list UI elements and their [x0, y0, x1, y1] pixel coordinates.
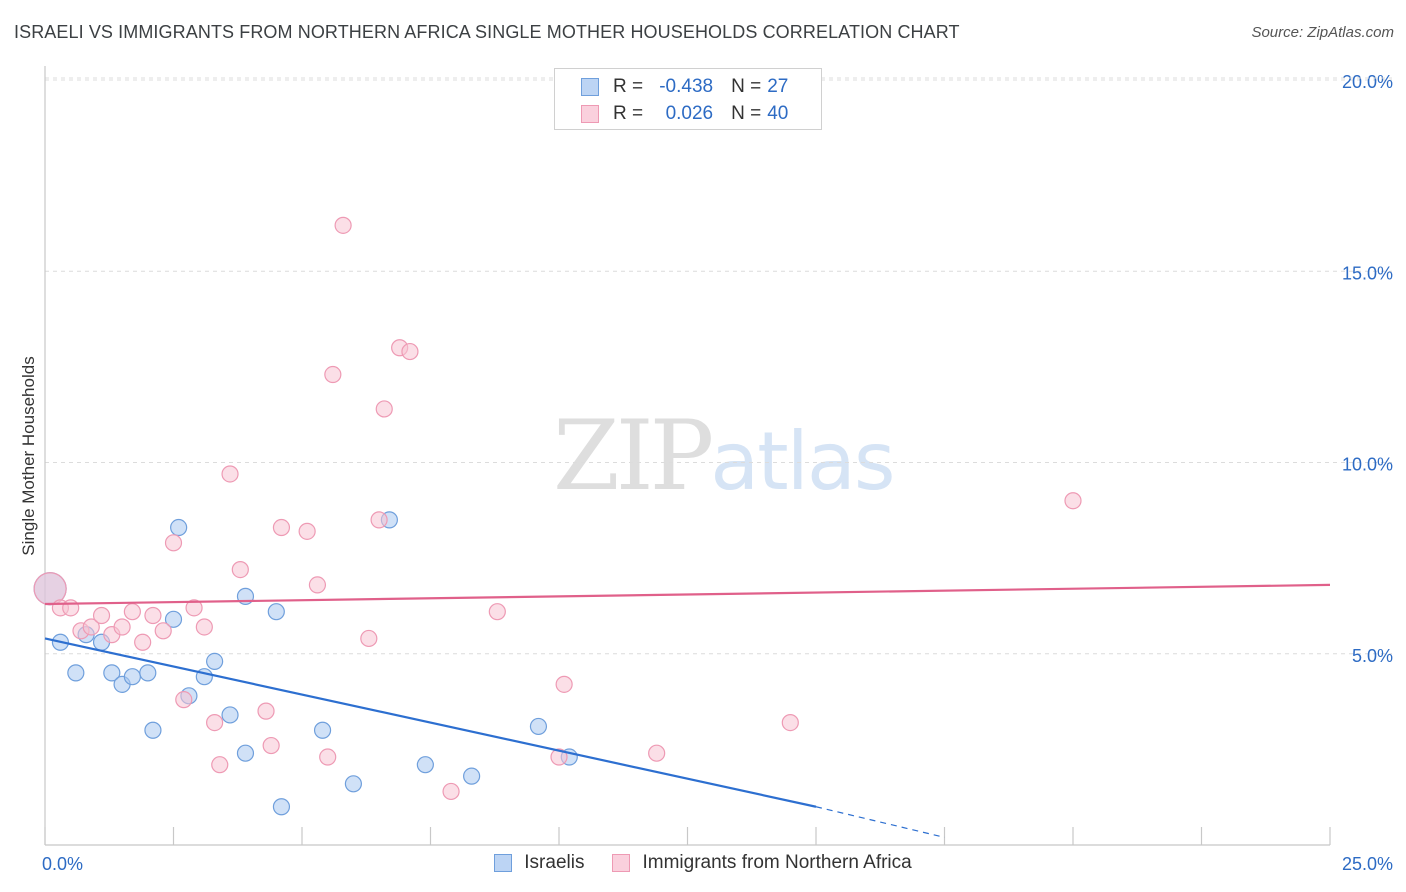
- nafrica-point: [221, 465, 239, 483]
- israelis-point: [267, 603, 285, 621]
- nafrica-point: [206, 713, 224, 732]
- israelis-legend-swatch: [494, 854, 513, 872]
- nafrica-trendline: [44, 583, 1331, 606]
- source-label: Source: ZipAtlas.com: [1251, 24, 1394, 41]
- x-tick-label: 0.0%: [42, 854, 83, 874]
- israelis-point: [144, 721, 162, 739]
- chart-title: ISRAELI VS IMMIGRANTS FROM NORTHERN AFRI…: [14, 22, 960, 42]
- israelis-point: [463, 767, 481, 785]
- nafrica-point: [648, 744, 666, 762]
- nafrica-point: [113, 618, 131, 636]
- nafrica-point: [134, 633, 152, 651]
- nafrica-point: [298, 522, 316, 540]
- legend-item-nafrica[interactable]: Immigrants from Northern Africa: [612, 852, 912, 874]
- israelis-point: [344, 775, 362, 793]
- y-tick-label: 20.0%: [1342, 72, 1393, 92]
- nafrica-point: [555, 675, 573, 693]
- israelis-r-value: -0.438: [659, 76, 714, 97]
- y-tick-label: 5.0%: [1352, 646, 1393, 666]
- nafrica-point: [401, 342, 419, 361]
- nafrica-point: [781, 713, 799, 732]
- israelis-point: [416, 756, 434, 774]
- watermark-zip: ZIP: [553, 400, 714, 512]
- nafrica-point: [144, 606, 162, 625]
- israelis-n-value: 27: [767, 76, 789, 97]
- series-legend: Israelis Immigrants from Northern Africa: [0, 852, 1406, 874]
- nafrica-point: [375, 400, 393, 418]
- stats-legend: R = -0.438 N = 27 R = 0.026 N = 40: [554, 68, 822, 130]
- israelis-point: [139, 664, 157, 682]
- israelis-trendline-extension: [815, 806, 945, 838]
- nafrica-point: [308, 576, 327, 594]
- nafrica-r-value: 0.026: [665, 103, 714, 124]
- nafrica-point: [319, 748, 337, 766]
- nafrica-point: [550, 748, 568, 766]
- nafrica-point: [92, 606, 111, 625]
- nafrica-swatch: [581, 105, 599, 123]
- stats-legend-row-israelis: R = -0.438 N = 27: [581, 74, 797, 100]
- nafrica-point: [82, 618, 100, 636]
- israelis-point: [236, 744, 255, 762]
- nafrica-point: [164, 534, 183, 552]
- y-tick-label: 15.0%: [1342, 263, 1393, 283]
- nafrica-point: [370, 511, 388, 529]
- nafrica-point: [442, 782, 460, 801]
- legend-item-israelis[interactable]: Israelis: [494, 852, 584, 874]
- israelis-point: [123, 668, 141, 686]
- n-label: N =: [731, 103, 762, 124]
- nafrica-point: [231, 560, 249, 579]
- watermark-atlas: atlas: [710, 415, 895, 508]
- stats-legend-row-nafrica: R = 0.026 N = 40: [581, 101, 797, 127]
- y-tick-label: 10.0%: [1342, 455, 1393, 475]
- nafrica-point: [211, 756, 229, 774]
- nafrica-point: [185, 599, 203, 617]
- r-label: R =: [613, 76, 644, 97]
- israelis-point: [103, 664, 121, 682]
- israelis-point: [67, 664, 85, 682]
- x-tick-label: 25.0%: [1342, 854, 1393, 874]
- nafrica-legend-label: Immigrants from Northern Africa: [642, 852, 912, 873]
- israelis-point: [170, 518, 188, 537]
- israelis-swatch: [581, 78, 599, 96]
- nafrica-point: [257, 702, 275, 720]
- israelis-point: [529, 717, 548, 736]
- nafrica-point: [324, 365, 342, 384]
- r-label: R =: [613, 103, 644, 124]
- israelis-trendline: [44, 637, 817, 808]
- watermark: ZIPatlas: [553, 400, 896, 512]
- nafrica-point: [175, 691, 193, 709]
- israelis-point: [221, 706, 239, 724]
- nafrica-point: [360, 629, 378, 648]
- nafrica-legend-swatch: [612, 854, 631, 872]
- nafrica-n-value: 40: [767, 103, 789, 124]
- nafrica-point: [123, 603, 141, 621]
- nafrica-point: [154, 622, 172, 640]
- nafrica-point: [195, 618, 213, 636]
- israelis-point: [313, 721, 332, 739]
- nafrica-point: [488, 603, 506, 621]
- n-label: N =: [731, 76, 762, 97]
- israelis-point: [272, 798, 291, 816]
- nafrica-point: [334, 216, 352, 234]
- nafrica-point: [272, 518, 291, 537]
- nafrica-point: [1064, 492, 1082, 510]
- y-axis-title: Single Mother Households: [19, 356, 38, 556]
- israelis-point: [164, 610, 183, 628]
- israelis-point: [206, 652, 224, 671]
- nafrica-point: [62, 599, 80, 617]
- israelis-legend-label: Israelis: [524, 852, 585, 873]
- nafrica-point: [262, 736, 280, 755]
